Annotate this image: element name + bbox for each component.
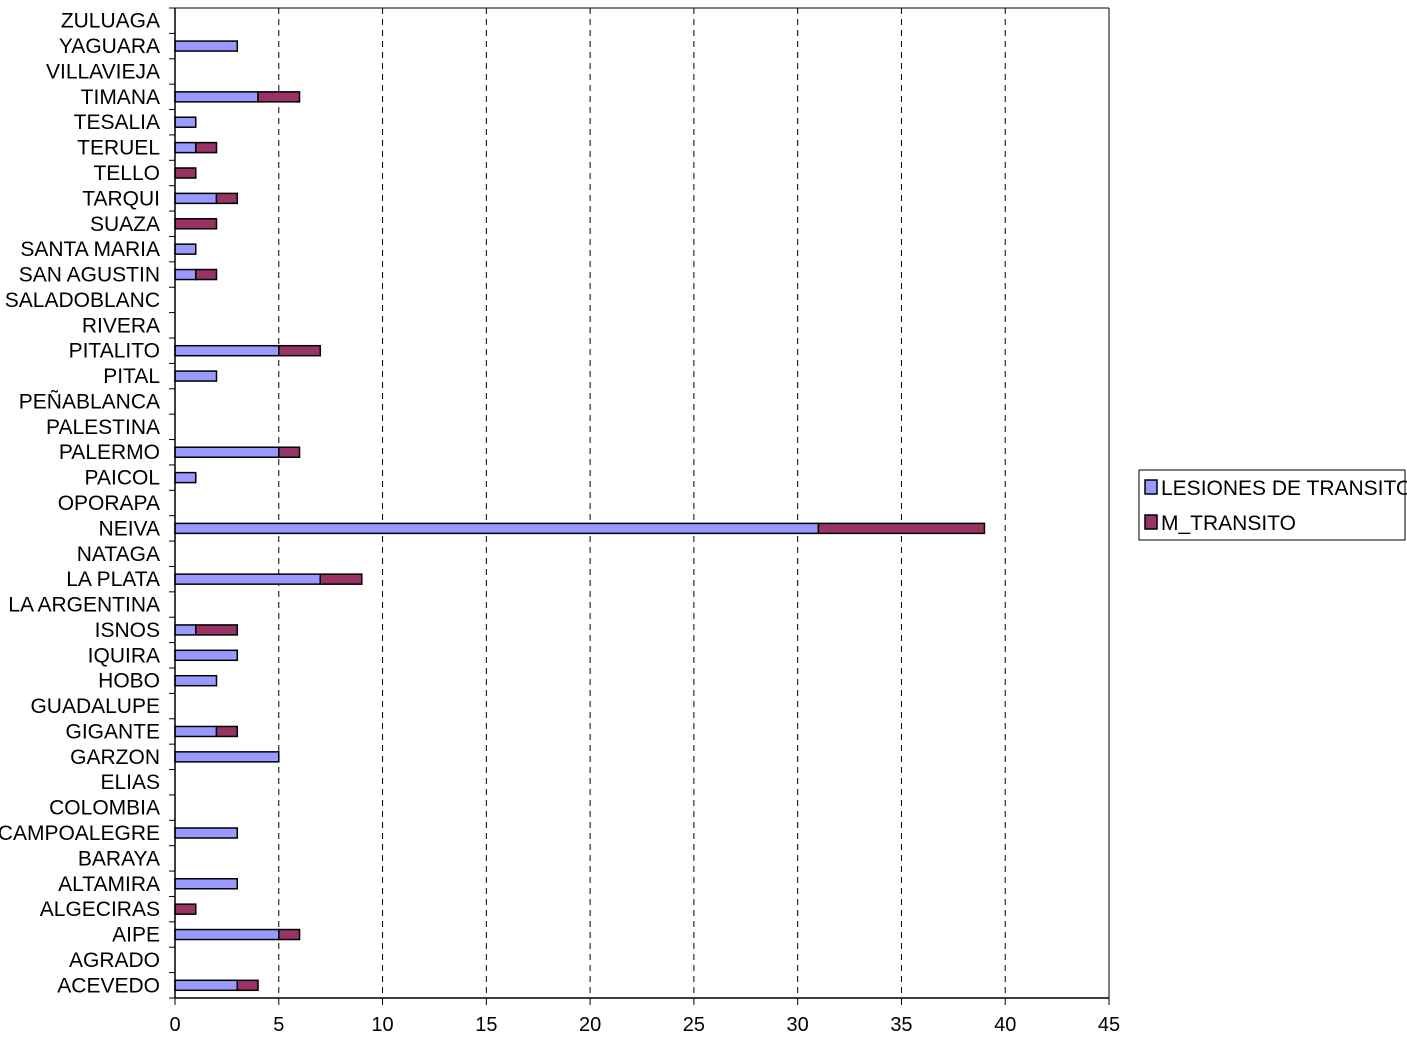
bar-segment-lesiones — [174, 268, 197, 281]
axes — [169, 7, 1110, 1005]
legend-box — [1138, 469, 1406, 541]
bar-segment-m-transito — [817, 522, 986, 535]
bar-segment-lesiones — [174, 91, 259, 103]
category-label: SUAZA — [90, 213, 160, 236]
legend: LESIONES DE TRANSITO M_TRANSITO — [1138, 469, 1407, 541]
category-label: BARAYA — [78, 847, 160, 870]
x-tick-label: 15 — [475, 1014, 497, 1036]
category-label: ACEVEDO — [57, 974, 160, 997]
x-tick-label: 30 — [787, 1014, 809, 1036]
legend-label: LESIONES DE TRANSITO — [1161, 477, 1407, 500]
bar-segment-m-transito — [257, 91, 301, 103]
bar-segment-m-transito — [174, 167, 197, 179]
category-label: OPORAPA — [58, 492, 160, 515]
bar-segment-lesiones — [174, 344, 280, 357]
category-label: ISNOS — [95, 619, 160, 642]
bar-segment-lesiones — [174, 624, 197, 636]
category-label: AGRADO — [69, 949, 160, 972]
category-label: NATAGA — [77, 543, 160, 566]
bar-segment-lesiones — [174, 471, 197, 484]
category-label: GARZON — [70, 746, 160, 769]
category-label: LA PLATA — [66, 568, 160, 591]
legend-swatch — [1144, 479, 1158, 495]
bar-segment-m-transito — [278, 344, 322, 357]
category-label: GIGANTE — [65, 720, 160, 743]
category-label: RIVERA — [82, 314, 160, 337]
bar-segment-lesiones — [174, 649, 239, 662]
bar-segment-lesiones — [174, 446, 280, 458]
bar-segment-lesiones — [174, 116, 197, 128]
x-tick-label: 25 — [683, 1014, 705, 1036]
bar-segment-lesiones — [174, 192, 218, 205]
bar-segment-m-transito — [195, 624, 239, 636]
category-label: TERUEL — [77, 137, 160, 160]
bar-segment-m-transito — [174, 218, 218, 230]
bar-segment-m-transito — [278, 446, 301, 458]
bar-segment-lesiones — [174, 40, 239, 52]
bar-segment-m-transito — [195, 268, 218, 281]
category-label: SAN AGUSTIN — [19, 264, 160, 287]
bar-segment-m-transito — [319, 573, 363, 585]
x-tick-label: 35 — [890, 1014, 912, 1036]
category-label: IQUIRA — [88, 644, 160, 667]
category-label: YAGUARA — [59, 35, 160, 58]
category-label: PEÑABLANCA — [19, 389, 160, 413]
category-label: TESALIA — [74, 111, 160, 134]
bar-segment-m-transito — [278, 928, 301, 941]
bar-segment-m-transito — [236, 979, 259, 992]
bar-segment-lesiones — [174, 141, 197, 154]
x-tick-labels: 0 5 10 15 20 25 30 35 40 45 — [169, 1014, 1120, 1036]
bar-segment-lesiones — [174, 751, 280, 763]
bar-segment-lesiones — [174, 573, 322, 585]
bar-segment-m-transito — [195, 141, 218, 154]
category-label: AIPE — [112, 924, 160, 947]
bar-segment-lesiones — [174, 243, 197, 255]
x-tick-label: 40 — [994, 1014, 1016, 1036]
category-label: PALERMO — [59, 441, 160, 464]
category-label: SALADOBLANC — [5, 289, 160, 312]
category-label: PAICOL — [85, 467, 160, 490]
x-tick-label: 5 — [273, 1014, 284, 1036]
bar-segment-m-transito — [215, 725, 239, 738]
category-label: PITAL — [103, 365, 160, 388]
bar-segment-lesiones — [174, 522, 820, 535]
bar-segment-m-transito — [174, 903, 197, 915]
bar-segment-lesiones — [174, 979, 239, 992]
category-label: TELLO — [93, 162, 160, 185]
category-label: TIMANA — [81, 86, 160, 109]
category-label: CAMPOALEGRE — [0, 822, 160, 845]
bar-segment-lesiones — [174, 928, 280, 941]
x-tick-label: 0 — [169, 1014, 180, 1036]
category-label: GUADALUPE — [30, 695, 160, 718]
category-label: PALESTINA — [46, 416, 160, 439]
x-tick-label: 20 — [579, 1014, 601, 1036]
category-label: SANTA MARIA — [20, 238, 160, 261]
category-label: COLOMBIA — [49, 797, 160, 820]
legend-label: M_TRANSITO — [1161, 512, 1296, 535]
category-label: ALGECIRAS — [40, 898, 160, 921]
bar-segment-lesiones — [174, 827, 239, 839]
category-label: TARQUI — [82, 187, 160, 210]
bar-segment-lesiones — [174, 725, 218, 738]
legend-swatch — [1144, 514, 1158, 530]
bar-segment-lesiones — [174, 370, 218, 382]
category-label: NEIVA — [99, 517, 160, 540]
bar-segment-lesiones — [174, 878, 239, 890]
category-label: ZULUAGA — [61, 10, 160, 33]
bar-segment-m-transito — [215, 192, 239, 205]
category-label: LA ARGENTINA — [8, 594, 160, 617]
category-label: PITALITO — [69, 340, 160, 363]
bar-segment-lesiones — [174, 674, 218, 687]
category-label: ALTAMIRA — [58, 873, 160, 896]
x-tick-label: 45 — [1098, 1014, 1120, 1036]
category-label: ELIAS — [100, 771, 160, 794]
x-tick-label: 10 — [371, 1014, 393, 1036]
category-label: VILLAVIEJA — [46, 60, 160, 83]
category-label: HOBO — [98, 670, 160, 693]
